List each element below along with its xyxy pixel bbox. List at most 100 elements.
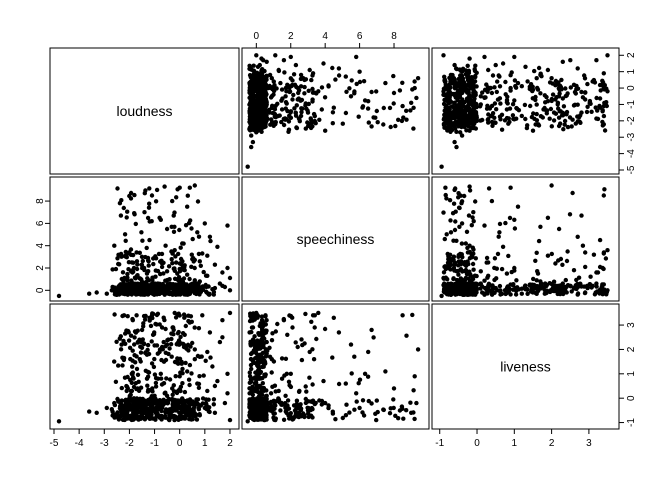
- point: [248, 93, 254, 98]
- point: [348, 342, 354, 347]
- point: [307, 67, 312, 73]
- point: [523, 64, 528, 70]
- point: [506, 253, 511, 259]
- point: [310, 90, 316, 95]
- point: [148, 396, 153, 401]
- point: [589, 109, 594, 115]
- point: [462, 290, 467, 296]
- point: [180, 381, 185, 386]
- point: [257, 396, 262, 401]
- point: [201, 269, 206, 275]
- point: [356, 114, 361, 119]
- point: [134, 288, 140, 293]
- point: [249, 329, 254, 335]
- point: [291, 403, 297, 408]
- point: [387, 105, 393, 111]
- point: [191, 405, 197, 410]
- point: [391, 386, 397, 391]
- point: [570, 190, 575, 196]
- point: [523, 116, 528, 122]
- point: [196, 407, 202, 412]
- point: [133, 330, 139, 335]
- point: [451, 238, 456, 243]
- point: [151, 261, 156, 267]
- point: [299, 337, 304, 342]
- point: [185, 204, 190, 209]
- point: [163, 326, 168, 332]
- point: [220, 283, 225, 288]
- point: [167, 416, 172, 422]
- point: [263, 313, 268, 318]
- point: [456, 191, 461, 196]
- point: [287, 113, 292, 119]
- point: [112, 287, 117, 292]
- point: [285, 108, 290, 114]
- point: [464, 128, 469, 133]
- point: [225, 391, 230, 396]
- point: [533, 258, 538, 263]
- point: [456, 124, 461, 129]
- point: [486, 284, 491, 289]
- point: [257, 84, 262, 89]
- point: [519, 291, 524, 296]
- point: [181, 267, 186, 272]
- point: [533, 122, 538, 127]
- point: [94, 410, 99, 415]
- point: [365, 374, 371, 379]
- point: [454, 144, 459, 150]
- point: [564, 258, 570, 264]
- point: [192, 357, 197, 362]
- point: [486, 112, 491, 117]
- point: [473, 126, 478, 131]
- point: [163, 285, 169, 291]
- point: [556, 115, 562, 120]
- point: [453, 186, 458, 191]
- point: [282, 373, 287, 378]
- point: [415, 347, 421, 352]
- point: [182, 389, 188, 395]
- point: [112, 292, 118, 297]
- point: [146, 387, 151, 392]
- point: [408, 400, 413, 405]
- point: [441, 270, 447, 275]
- point: [340, 415, 345, 421]
- point: [604, 290, 609, 295]
- point: [132, 211, 137, 216]
- point: [166, 264, 172, 269]
- point: [583, 264, 588, 270]
- point: [482, 278, 487, 283]
- point: [164, 269, 170, 274]
- point: [202, 221, 207, 226]
- point: [415, 76, 421, 81]
- point: [140, 238, 145, 243]
- point: [257, 62, 262, 68]
- point: [331, 105, 336, 110]
- point: [125, 271, 130, 277]
- point: [512, 226, 518, 231]
- point: [310, 347, 315, 352]
- point: [152, 291, 157, 296]
- point: [290, 315, 295, 320]
- panel-frame-speechiness-speechiness: [241, 176, 430, 302]
- point: [56, 293, 62, 299]
- point: [262, 372, 267, 377]
- point: [558, 256, 564, 262]
- point: [471, 210, 476, 215]
- point: [181, 241, 186, 246]
- point: [330, 355, 335, 360]
- point: [452, 113, 457, 119]
- point: [396, 416, 401, 421]
- point: [549, 124, 554, 129]
- point: [171, 229, 177, 234]
- point: [344, 402, 349, 407]
- point: [119, 342, 124, 347]
- point: [503, 79, 508, 85]
- point: [255, 363, 260, 368]
- point: [562, 122, 567, 127]
- point: [466, 213, 472, 218]
- point: [542, 93, 547, 98]
- point: [181, 290, 187, 296]
- point: [455, 97, 460, 103]
- panel-frame-liveness-loudness: [49, 303, 240, 430]
- point: [190, 340, 195, 346]
